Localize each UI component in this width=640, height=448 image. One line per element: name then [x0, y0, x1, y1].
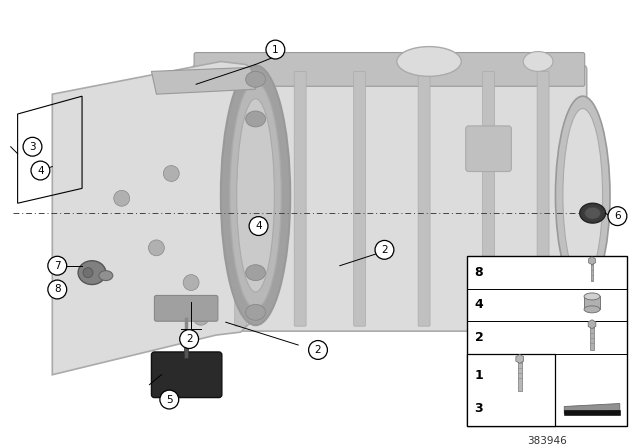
Circle shape [249, 217, 268, 236]
Ellipse shape [230, 82, 282, 308]
Circle shape [608, 207, 627, 225]
Ellipse shape [246, 304, 266, 320]
Text: 8: 8 [54, 284, 61, 294]
Ellipse shape [584, 293, 600, 300]
Bar [467, 354, 555, 426]
Text: 1: 1 [272, 44, 278, 55]
Circle shape [48, 280, 67, 299]
FancyBboxPatch shape [194, 52, 585, 86]
Polygon shape [52, 61, 260, 375]
Text: 4: 4 [255, 221, 262, 231]
Text: 4: 4 [475, 298, 483, 311]
Ellipse shape [83, 268, 93, 278]
Text: 2: 2 [186, 334, 193, 344]
FancyBboxPatch shape [418, 71, 430, 326]
Circle shape [148, 240, 164, 256]
Circle shape [183, 275, 199, 290]
Text: 3: 3 [475, 402, 483, 415]
Circle shape [31, 161, 50, 180]
Polygon shape [564, 404, 620, 414]
Polygon shape [152, 67, 255, 94]
Ellipse shape [246, 265, 266, 280]
FancyBboxPatch shape [152, 352, 222, 397]
Circle shape [160, 390, 179, 409]
Text: 6: 6 [614, 211, 621, 221]
Circle shape [193, 309, 209, 325]
Text: 8: 8 [475, 266, 483, 279]
Text: 4: 4 [37, 165, 44, 176]
Ellipse shape [580, 203, 605, 223]
Bar [467, 256, 627, 426]
Ellipse shape [556, 96, 610, 294]
Circle shape [266, 40, 285, 59]
Ellipse shape [246, 71, 266, 87]
FancyBboxPatch shape [483, 71, 495, 326]
Ellipse shape [584, 306, 600, 313]
Text: 2: 2 [475, 331, 483, 344]
FancyBboxPatch shape [294, 71, 306, 326]
Text: 383946: 383946 [527, 436, 567, 446]
Ellipse shape [246, 111, 266, 127]
Ellipse shape [397, 47, 461, 76]
Ellipse shape [99, 271, 113, 280]
FancyBboxPatch shape [154, 295, 218, 321]
Text: 3: 3 [29, 142, 36, 152]
Circle shape [48, 256, 67, 275]
Ellipse shape [78, 261, 106, 284]
Ellipse shape [237, 99, 275, 292]
Text: 5: 5 [166, 395, 173, 405]
Bar [590, 324, 594, 350]
FancyBboxPatch shape [354, 71, 365, 326]
Bar [518, 359, 522, 391]
Text: 2: 2 [315, 345, 321, 355]
FancyBboxPatch shape [235, 71, 246, 326]
Ellipse shape [585, 207, 600, 219]
Circle shape [23, 138, 42, 156]
Circle shape [180, 330, 198, 349]
Circle shape [308, 340, 328, 359]
Bar [564, 410, 620, 415]
FancyBboxPatch shape [192, 65, 587, 331]
Text: 7: 7 [54, 261, 61, 271]
FancyBboxPatch shape [537, 71, 549, 326]
Ellipse shape [563, 108, 602, 282]
Bar [591, 261, 593, 280]
Bar [184, 340, 188, 358]
Circle shape [114, 190, 130, 206]
Bar [584, 297, 600, 309]
Circle shape [375, 241, 394, 259]
Ellipse shape [524, 52, 553, 71]
Circle shape [163, 166, 179, 181]
Ellipse shape [221, 65, 291, 325]
Text: 2: 2 [381, 245, 388, 255]
FancyBboxPatch shape [466, 126, 511, 172]
Text: 1: 1 [475, 369, 483, 382]
